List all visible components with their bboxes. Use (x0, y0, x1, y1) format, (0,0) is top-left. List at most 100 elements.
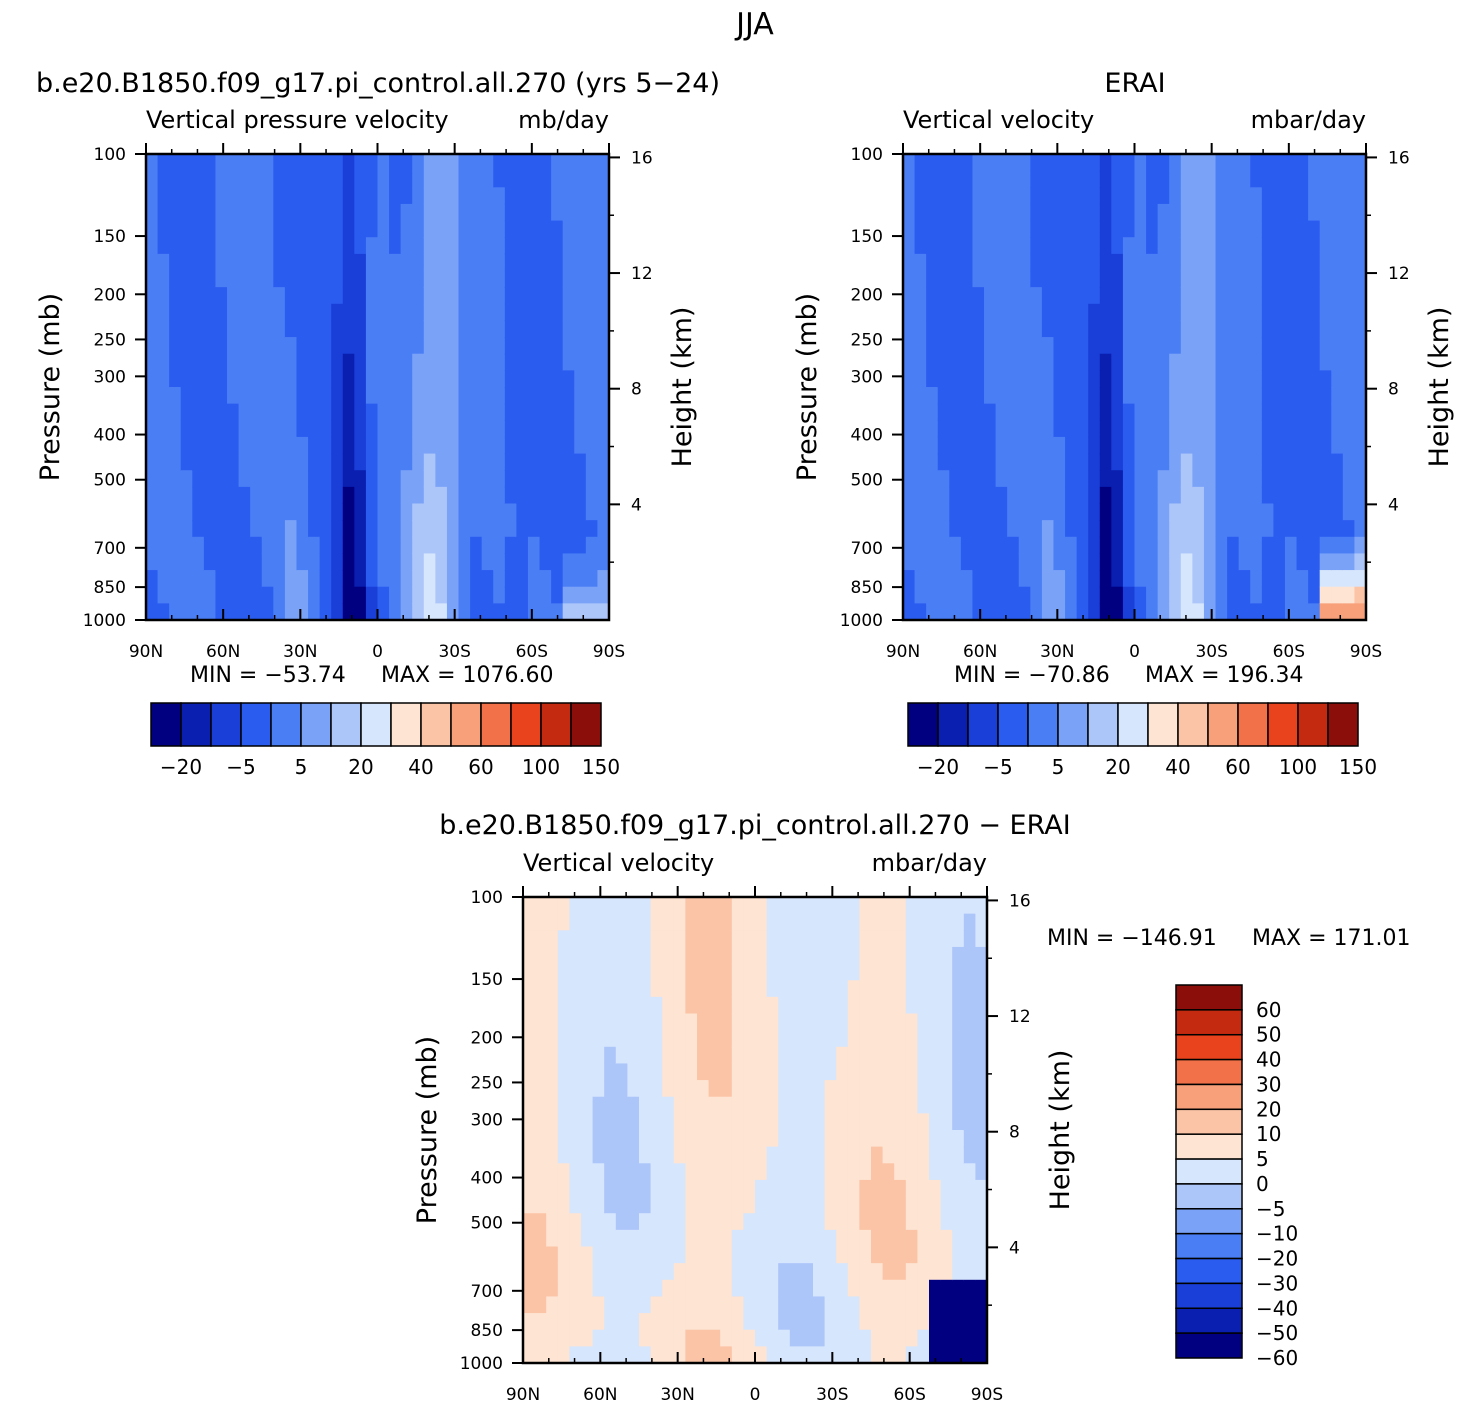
field-cell (673, 1063, 686, 1081)
field-cell (458, 353, 471, 371)
field-cell (731, 930, 744, 948)
field-cell (1354, 403, 1367, 421)
colorbar-label: 60 (1225, 755, 1250, 779)
field-cell (423, 387, 436, 405)
field-cell (604, 1329, 617, 1347)
field-cell (203, 403, 217, 421)
field-cell (914, 187, 927, 205)
field-cell (813, 913, 826, 931)
field-cell (1122, 570, 1136, 588)
field-cell (1111, 353, 1124, 371)
field-cell (557, 996, 570, 1015)
field-cell (627, 1263, 640, 1281)
field-cell (1030, 303, 1043, 322)
field-cell (940, 1279, 953, 1298)
field-cell (481, 303, 494, 322)
field-cell (847, 1229, 860, 1248)
field-cell (146, 337, 159, 355)
field-cell (972, 586, 985, 604)
field-cell (308, 237, 321, 255)
field-cell (731, 1013, 744, 1031)
field-cell (504, 603, 517, 621)
x-tick-label: 60S (893, 1385, 925, 1405)
field-cell (215, 470, 228, 488)
field-cell (824, 1346, 837, 1364)
field-cell (905, 1346, 918, 1364)
field-cell (1041, 154, 1055, 172)
field-cell (1342, 536, 1356, 555)
field-cell (377, 303, 390, 322)
field-cell (1030, 586, 1043, 604)
field-cell (1227, 453, 1240, 471)
field-cell (377, 353, 390, 371)
field-cell (1342, 520, 1356, 538)
field-cell (284, 370, 298, 388)
field-cell (516, 203, 529, 222)
field-cell (273, 586, 286, 604)
field-cell (354, 237, 367, 255)
field-cell (1250, 486, 1263, 505)
field-cell (400, 187, 413, 205)
colorbar-box (1175, 1208, 1243, 1235)
field-cell (585, 420, 599, 438)
field-cell (1169, 237, 1182, 255)
field-cell (296, 603, 309, 621)
field-cell (446, 486, 460, 505)
field-cell (1180, 170, 1193, 188)
field-cell (493, 237, 506, 255)
field-cell (423, 436, 436, 455)
field-cell (639, 913, 652, 931)
field-cell (882, 1179, 895, 1198)
field-cell (238, 353, 251, 371)
field-cell (929, 1096, 942, 1114)
field-cell (743, 946, 756, 965)
field-cell (1007, 603, 1020, 621)
field-cell (539, 303, 552, 322)
x-tick-label: 60S (1273, 642, 1305, 662)
field-cell (1122, 203, 1136, 222)
field-cell (673, 1146, 686, 1164)
field-cell (1215, 387, 1228, 405)
field-cell (940, 1346, 953, 1364)
field-cell (1342, 303, 1356, 322)
field-cell (697, 1046, 710, 1065)
field-cell (1238, 387, 1251, 405)
field-cell (435, 553, 448, 571)
field-cell (975, 1113, 988, 1131)
field-cell (731, 996, 744, 1015)
field-cell (766, 1013, 779, 1031)
field-cell (1203, 503, 1217, 521)
field-cell (1041, 586, 1055, 604)
field-cell (755, 1063, 768, 1081)
field-cell (296, 536, 309, 555)
field-cell (1041, 486, 1055, 505)
field-cell (527, 337, 541, 355)
field-cell (527, 303, 541, 322)
field-cell (377, 170, 390, 188)
field-cell (894, 980, 907, 998)
field-cell (1041, 403, 1055, 421)
field-cell (847, 1046, 860, 1065)
field-cell (972, 486, 985, 505)
field-cell (639, 930, 652, 948)
field-cell (1308, 520, 1321, 538)
field-cell (1099, 570, 1112, 588)
field-cell (1076, 503, 1089, 521)
field-cell (592, 1046, 605, 1065)
field-cell (169, 170, 182, 188)
field-cell (914, 470, 927, 488)
field-cell (940, 1013, 953, 1031)
subtitle-left: Vertical velocity (903, 106, 1094, 134)
field-cell (662, 1096, 675, 1114)
field-cell (963, 1179, 976, 1198)
field-cell (157, 470, 170, 488)
field-cell (1146, 503, 1159, 521)
field-cell (342, 320, 355, 338)
field-cell (824, 996, 837, 1015)
field-cell (972, 436, 985, 455)
field-cell (1331, 570, 1344, 588)
field-cell (914, 154, 927, 172)
field-cell (1041, 420, 1055, 438)
colorbar-box (180, 702, 212, 747)
field-cell (569, 1046, 582, 1065)
